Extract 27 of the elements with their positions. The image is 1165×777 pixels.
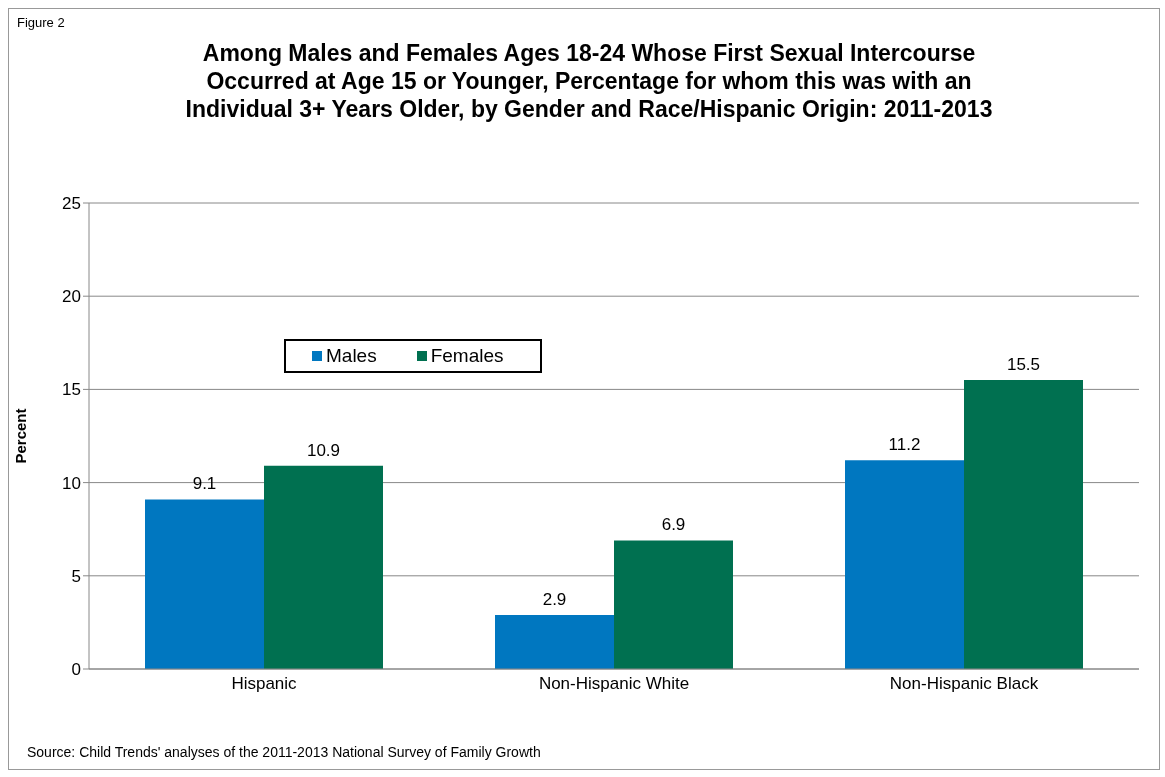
y-axis-title: Percent bbox=[12, 408, 30, 464]
y-tick-label: 0 bbox=[71, 660, 81, 680]
bar bbox=[845, 460, 964, 669]
bar bbox=[145, 499, 264, 669]
data-label: 2.9 bbox=[542, 589, 567, 609]
bar bbox=[495, 614, 614, 669]
chart-title: Among Males and Females Ages 18-24 Whose First Sexual Intercourse Occurred at Age 15 or Younger, Percentage for whom this was with an Individual 3+ Years Older, by Gender and Race/Hispanic Origin: 2011-2013 bbox=[184, 39, 994, 123]
x-tick-label: Hispanic bbox=[231, 674, 298, 694]
bar bbox=[264, 465, 383, 669]
y-tick-label: 20 bbox=[62, 287, 81, 307]
data-label: 10.9 bbox=[306, 440, 341, 460]
bar bbox=[964, 380, 1083, 669]
x-tick-label: Non-Hispanic Black bbox=[889, 674, 1039, 694]
y-tick-label: 5 bbox=[71, 566, 81, 586]
y-tick-label: 15 bbox=[62, 380, 81, 400]
bar bbox=[614, 540, 733, 669]
y-tick-label: 10 bbox=[62, 473, 81, 493]
legend-label: Males bbox=[325, 345, 377, 367]
data-label: 9.1 bbox=[192, 474, 217, 494]
data-label: 6.9 bbox=[661, 515, 686, 535]
data-label: 15.5 bbox=[1006, 355, 1041, 375]
legend-label: Females bbox=[429, 345, 504, 367]
source-note: Source: Child Trends' analyses of the 2011-2013 National Survey of Family Growth bbox=[27, 744, 541, 760]
y-tick-label: 25 bbox=[62, 194, 81, 214]
data-label: 11.2 bbox=[888, 435, 921, 455]
caption: Figure 2 bbox=[17, 15, 65, 30]
x-tick-label: Non-Hispanic White bbox=[538, 674, 690, 694]
